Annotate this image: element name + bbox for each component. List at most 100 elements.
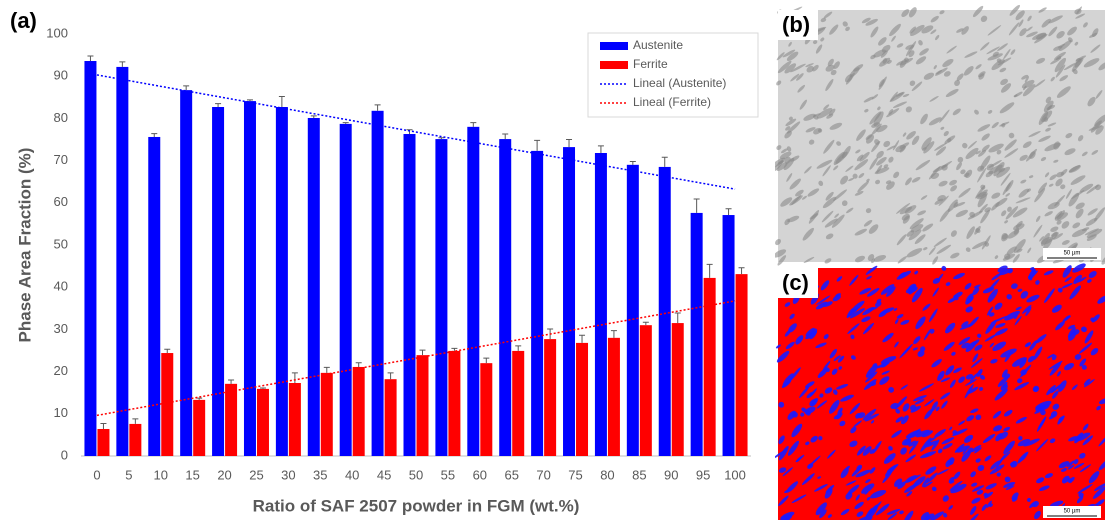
error-bar xyxy=(579,334,586,343)
trend-line xyxy=(96,74,736,190)
error-bar xyxy=(725,208,732,216)
bar xyxy=(180,90,193,456)
panel-label: (c) xyxy=(782,270,809,295)
error-bar xyxy=(387,372,394,380)
x-tick-label: 25 xyxy=(249,467,263,482)
error-bar xyxy=(374,104,381,111)
label-box xyxy=(778,10,818,40)
scale-bar-box xyxy=(1043,506,1101,518)
x-tick-label: 10 xyxy=(154,467,168,482)
panel-label: (b) xyxy=(782,12,810,37)
bar xyxy=(225,383,238,456)
x-tick-label: 60 xyxy=(473,467,487,482)
error-bar xyxy=(642,321,649,326)
bar xyxy=(735,274,748,456)
bar xyxy=(288,382,301,456)
bar xyxy=(116,66,129,456)
error-bar xyxy=(693,198,700,213)
error-bar xyxy=(502,133,509,140)
error-bar xyxy=(342,122,349,124)
bar xyxy=(161,353,174,456)
error-bar xyxy=(355,362,362,367)
y-tick-label: 20 xyxy=(54,363,68,378)
y-tick-label: 30 xyxy=(54,321,68,336)
bar xyxy=(639,325,652,456)
x-tick-label: 45 xyxy=(377,467,391,482)
error-bar xyxy=(674,312,681,324)
error-bar xyxy=(183,85,190,91)
error-bar xyxy=(100,423,107,429)
x-tick-label: 100 xyxy=(724,467,746,482)
bar xyxy=(129,423,142,456)
bar xyxy=(84,61,97,457)
legend-swatch xyxy=(600,61,628,69)
panel-label: (a) xyxy=(10,8,37,33)
x-tick-label: 75 xyxy=(568,467,582,482)
x-tick-label: 70 xyxy=(536,467,550,482)
bar xyxy=(352,366,365,456)
chart: (a) Ratio of SAF 2507 powder in FGM (wt.… xyxy=(10,8,759,515)
bar xyxy=(467,126,480,456)
bar xyxy=(576,342,589,456)
bar xyxy=(243,101,256,457)
y-axis-label: Phase Area Fraction (%) xyxy=(15,148,34,343)
bar xyxy=(626,164,639,456)
bar xyxy=(512,350,525,456)
x-tick-label: 40 xyxy=(345,467,359,482)
bar xyxy=(339,123,352,457)
bar xyxy=(563,147,576,456)
error-bar xyxy=(661,156,668,167)
x-tick-label: 0 xyxy=(93,467,100,482)
legend-label: Lineal (Ferrite) xyxy=(633,95,711,109)
x-tick-label: 95 xyxy=(696,467,710,482)
micrograph xyxy=(778,268,1105,520)
scale-bar-box xyxy=(1043,248,1101,260)
bar xyxy=(307,117,320,456)
error-bar xyxy=(87,55,94,62)
bar xyxy=(275,107,288,457)
scale-bar-label: 50 µm xyxy=(1064,251,1081,257)
bar xyxy=(499,139,512,456)
x-tick-label: 90 xyxy=(664,467,678,482)
y-tick-label: 60 xyxy=(54,194,68,209)
error-bar xyxy=(629,160,636,165)
x-tick-label: 55 xyxy=(441,467,455,482)
bar xyxy=(594,153,607,456)
bar xyxy=(722,215,735,456)
error-bar xyxy=(278,95,285,108)
legend-label: Lineal (Austenite) xyxy=(633,76,726,90)
x-tick-label: 80 xyxy=(600,467,614,482)
bar xyxy=(531,150,544,457)
bar xyxy=(658,166,671,456)
y-tick-label: 70 xyxy=(54,152,68,167)
error-bar xyxy=(164,348,171,354)
x-tick-label: 65 xyxy=(504,467,518,482)
x-tick-label: 30 xyxy=(281,467,295,482)
bar xyxy=(384,379,397,456)
x-tick-label: 15 xyxy=(185,467,199,482)
x-tick-label: 35 xyxy=(313,467,327,482)
legend-label: Austenite xyxy=(633,38,683,52)
bar xyxy=(320,372,333,456)
error-bar xyxy=(291,372,298,383)
x-tick-label: 20 xyxy=(217,467,231,482)
bar xyxy=(193,399,206,456)
micrographs: (b) 50 µm (c) 50 µm xyxy=(775,4,1105,520)
error-bar xyxy=(438,137,445,140)
label-box xyxy=(778,268,818,298)
bar xyxy=(416,355,429,456)
scale-bar-label: 50 µm xyxy=(1064,509,1081,515)
bar xyxy=(448,350,461,456)
error-bar xyxy=(470,122,477,127)
x-axis-label: Ratio of SAF 2507 powder in FGM (wt.%) xyxy=(253,496,580,515)
error-bar xyxy=(706,263,713,278)
error-bar xyxy=(259,387,266,389)
bar xyxy=(148,136,161,456)
error-bar xyxy=(483,357,490,364)
bar xyxy=(371,110,384,456)
error-bar xyxy=(566,139,573,148)
legend-label: Ferrite xyxy=(633,57,668,71)
error-bar xyxy=(119,61,126,67)
error-bar xyxy=(451,347,458,351)
y-tick-label: 10 xyxy=(54,405,68,420)
